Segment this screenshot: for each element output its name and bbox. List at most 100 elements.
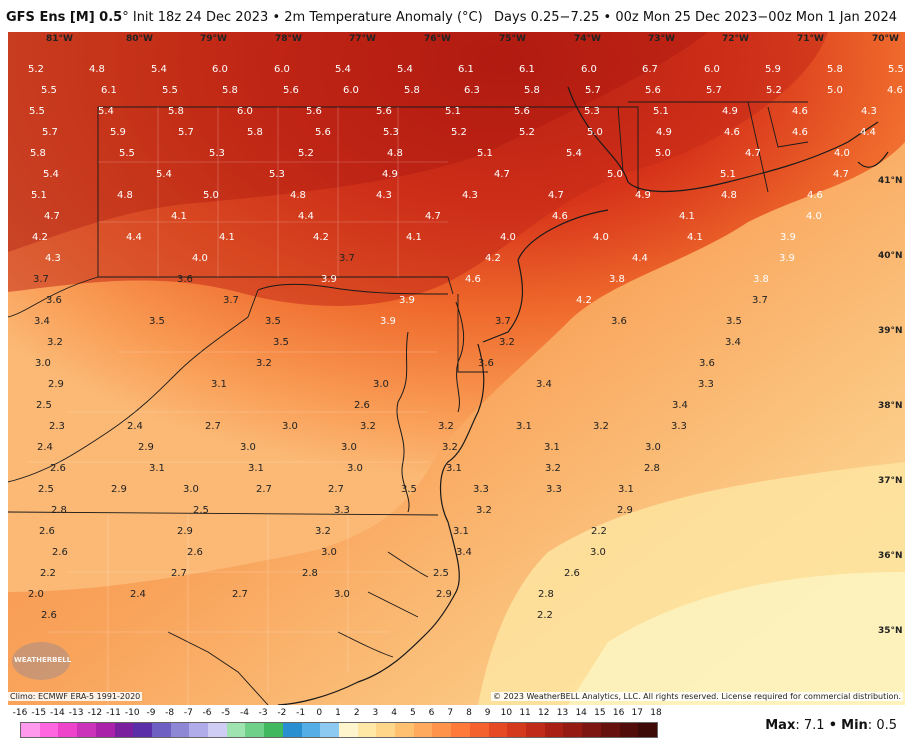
- colorbar-cell: [226, 723, 246, 737]
- station-value: 3.0: [282, 421, 298, 432]
- station-value: 5.6: [645, 85, 661, 96]
- colorbar-cell: [338, 723, 358, 737]
- station-value: 2.9: [48, 379, 64, 390]
- lat-label: 40°N: [878, 251, 903, 261]
- station-value: 3.0: [334, 589, 350, 600]
- station-value: 5.5: [888, 64, 904, 75]
- station-value: 3.7: [339, 253, 355, 264]
- station-value: 6.7: [642, 64, 658, 75]
- station-value: 3.8: [609, 274, 625, 285]
- degree-mark: °: [122, 10, 129, 25]
- station-value: 6.0: [343, 85, 359, 96]
- station-value: 4.9: [382, 169, 398, 180]
- station-value: 5.8: [222, 85, 238, 96]
- max-value: 7.1: [803, 718, 825, 733]
- station-value: 6.0: [274, 64, 290, 75]
- colorbar-cell: [432, 723, 452, 737]
- station-value: 3.0: [373, 379, 389, 390]
- station-value: 2.6: [52, 547, 68, 558]
- lat-labels: 41°N 40°N 39°N 38°N 37°N 36°N 35°N: [878, 176, 903, 636]
- station-value: 2.2: [591, 526, 607, 537]
- station-value: 3.9: [321, 274, 337, 285]
- station-value: 3.3: [671, 421, 687, 432]
- station-value: 2.6: [187, 547, 203, 558]
- colorbar-cell: [95, 723, 115, 737]
- station-value: 2.7: [256, 484, 272, 495]
- lon-label: 70°W: [872, 34, 899, 44]
- station-value: 4.7: [44, 211, 60, 222]
- station-value: 3.7: [495, 316, 511, 327]
- station-value: 3.5: [726, 316, 742, 327]
- copyright-note: © 2023 WeatherBELL Analytics, LLC. All r…: [491, 692, 903, 701]
- station-value: 5.2: [298, 148, 314, 159]
- station-value: 4.2: [485, 253, 501, 264]
- station-value: 6.3: [464, 85, 480, 96]
- colorbar-cell: [469, 723, 489, 737]
- colorbar-tick-label: 11: [519, 708, 531, 718]
- station-value: 5.3: [584, 106, 600, 117]
- lon-label: 74°W: [574, 34, 601, 44]
- station-value: 5.4: [397, 64, 413, 75]
- colorbar-tick-label: -10: [124, 708, 140, 718]
- station-value: 2.9: [138, 442, 154, 453]
- colorbar-cell: [170, 723, 190, 737]
- station-value: 3.4: [34, 316, 50, 327]
- station-value: 6.1: [458, 64, 474, 75]
- colorbar-tick-label: -15: [31, 708, 47, 718]
- station-value: 5.3: [383, 127, 399, 138]
- station-value: 2.5: [36, 400, 52, 411]
- station-value: 4.7: [548, 190, 564, 201]
- station-value: 4.6: [807, 190, 823, 201]
- colorbar-cell: [488, 723, 508, 737]
- station-value: 4.3: [45, 253, 61, 264]
- station-value: 4.4: [632, 253, 648, 264]
- station-value: 2.8: [51, 505, 67, 516]
- station-value: 4.7: [425, 211, 441, 222]
- station-value: 4.1: [679, 211, 695, 222]
- station-value: 3.7: [33, 274, 49, 285]
- station-value: 5.4: [98, 106, 114, 117]
- state-borders: [8, 101, 809, 705]
- climo-note: Climo: ECMWF ERA-5 1991-2020: [8, 692, 143, 701]
- colorbar-cell: [133, 723, 152, 737]
- station-value: 4.0: [593, 232, 609, 243]
- station-value: 4.2: [313, 232, 329, 243]
- colorbar-cell: [619, 723, 639, 737]
- station-value: 4.0: [192, 253, 208, 264]
- station-value: 4.3: [376, 190, 392, 201]
- colorbar-tick-label: -12: [87, 708, 103, 718]
- station-value: 3.9: [399, 295, 415, 306]
- station-value: 5.0: [203, 190, 219, 201]
- anomaly-field-sse: [568, 572, 905, 705]
- station-value: 5.2: [28, 64, 44, 75]
- colorbar-tick-label: 1: [335, 708, 341, 718]
- station-value: 5.1: [653, 106, 669, 117]
- colorbar-tick-label: 13: [556, 708, 569, 718]
- station-value: 4.9: [722, 106, 738, 117]
- station-value: 5.9: [765, 64, 781, 75]
- station-value: 2.8: [302, 568, 318, 579]
- station-value: 3.6: [46, 295, 62, 306]
- station-value: 2.6: [564, 568, 580, 579]
- colorbar-cell: [151, 723, 171, 737]
- colorbar-cell: [600, 723, 620, 737]
- station-value: 2.9: [617, 505, 633, 516]
- station-value: 4.8: [117, 190, 133, 201]
- station-value: 4.1: [687, 232, 703, 243]
- lon-label: 79°W: [200, 34, 227, 44]
- station-value: 4.8: [290, 190, 306, 201]
- station-value: 6.0: [237, 106, 253, 117]
- station-value: 3.8: [753, 274, 769, 285]
- value-labels: 5.2 4.8 5.4 6.0 6.0 5.4 5.4 6.1 6.1 6.0 6.7 6.0 5.9 5…: [28, 64, 904, 621]
- station-value: 3.2: [499, 337, 515, 348]
- lon-labels: 81°W 80°W 79°W 78°W 77°W 76°W 75°W 74°W …: [46, 34, 899, 44]
- colorbar-tick-label: -9: [146, 708, 156, 718]
- station-value: 3.4: [456, 547, 472, 558]
- colorbar-tick-label: 14: [575, 708, 587, 718]
- station-value: 5.0: [655, 148, 671, 159]
- colorbar-tick-label: -5: [221, 708, 231, 718]
- station-value: 4.7: [833, 169, 849, 180]
- colorbar-cell: [282, 723, 302, 737]
- station-value: 3.0: [35, 358, 51, 369]
- station-value: 3.1: [544, 442, 560, 453]
